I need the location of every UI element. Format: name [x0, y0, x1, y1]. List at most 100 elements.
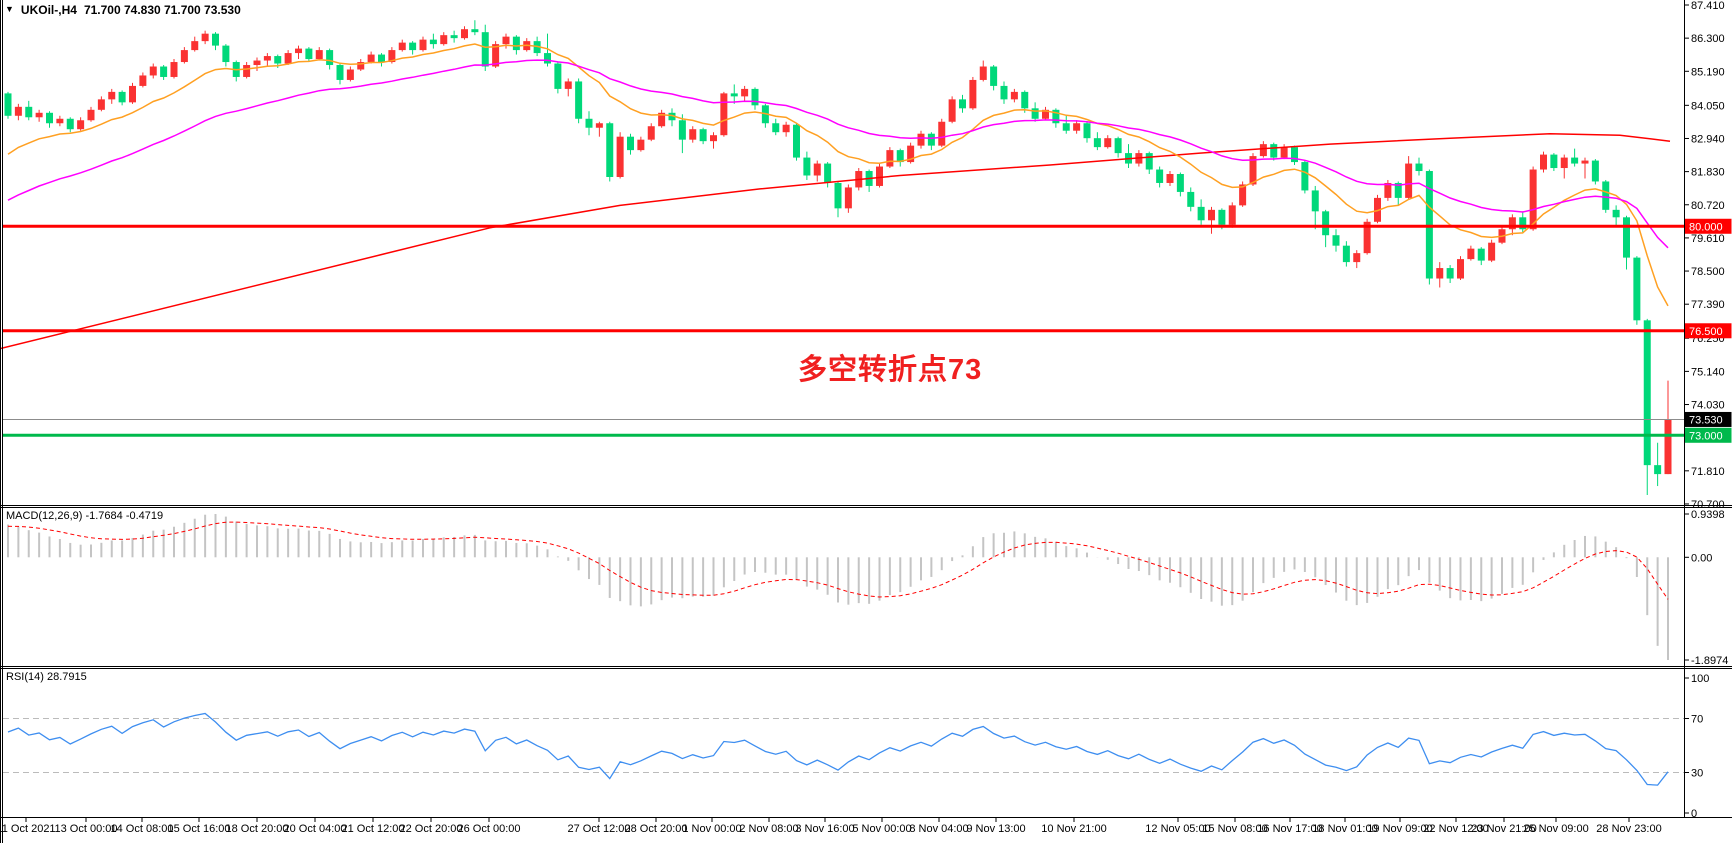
- candle-body: [295, 48, 302, 54]
- rsi-line: [7, 712, 1669, 786]
- candle-body: [1415, 163, 1423, 172]
- candle-body: [668, 112, 676, 121]
- candle-body: [1291, 147, 1298, 163]
- candle-body: [25, 106, 33, 118]
- candle-body: [585, 118, 593, 128]
- horizontal-levels-layer: [3, 224, 1684, 437]
- time-axis-label: 15 Oct 16:00: [168, 823, 231, 835]
- symbol-header[interactable]: ▼ UKOil-,H4 71.700 74.830 71.700 73.530: [5, 3, 241, 17]
- time-axis-label: 10 Nov 21:00: [1041, 823, 1106, 835]
- candle-body: [346, 69, 354, 80]
- price-badge-label: 73.530: [1689, 414, 1723, 426]
- candle-body: [284, 53, 292, 64]
- candle-body: [419, 39, 427, 51]
- candle-body: [1488, 242, 1496, 261]
- candle-body: [824, 163, 832, 183]
- price-axis-label: 85.190: [1691, 66, 1725, 78]
- candle-body: [741, 88, 749, 97]
- candle-body: [1249, 156, 1257, 185]
- candle-body: [461, 29, 468, 39]
- candle-body: [1571, 157, 1579, 164]
- candle-body: [315, 50, 323, 60]
- candle-body: [927, 133, 935, 146]
- price-axis-label: 79.610: [1691, 233, 1725, 245]
- candle-body: [357, 62, 365, 70]
- candle-body: [1591, 160, 1599, 182]
- candle-body: [1259, 144, 1267, 157]
- candle-body: [1052, 109, 1060, 124]
- candle-body: [1581, 160, 1589, 164]
- time-axis-label: 22 Nov 12:00: [1423, 823, 1488, 835]
- candle-body: [4, 93, 12, 116]
- candle-body: [1114, 138, 1122, 154]
- candle-body: [1477, 248, 1485, 261]
- candle-body: [917, 133, 925, 146]
- candle-body: [637, 139, 645, 151]
- price-axis-label: 75.140: [1691, 366, 1725, 378]
- candle-body: [1301, 162, 1309, 191]
- candle-body: [1353, 253, 1361, 263]
- candle-body: [606, 123, 614, 177]
- candle-body: [367, 54, 375, 63]
- candle-body: [66, 118, 74, 130]
- candle-body: [512, 36, 520, 51]
- candle-body: [834, 182, 842, 209]
- candle-body: [720, 93, 728, 136]
- candle-body: [1332, 235, 1340, 246]
- price-axis-label: 77.390: [1691, 299, 1725, 311]
- candle-body: [429, 39, 437, 45]
- candle-body: [149, 66, 157, 76]
- candle-body: [46, 112, 53, 124]
- price-axis-label: 87.410: [1691, 0, 1725, 12]
- candle-body: [1010, 91, 1018, 100]
- candle-body: [772, 123, 780, 133]
- candle-body: [564, 81, 572, 89]
- candle-body: [803, 157, 811, 176]
- candle-body: [1093, 138, 1101, 148]
- price-badge-label: 73.000: [1689, 430, 1723, 442]
- candle-body: [710, 135, 717, 142]
- time-axis-label: 18 Oct 20:00: [226, 823, 289, 835]
- candle-body: [1623, 217, 1630, 258]
- candle-body: [1197, 206, 1205, 221]
- candles-layer: [4, 20, 1672, 496]
- candle-body: [1187, 191, 1195, 207]
- candle-body: [886, 150, 894, 167]
- candle-body: [35, 112, 43, 118]
- candle-body: [1643, 320, 1651, 466]
- candle-body: [1467, 248, 1475, 260]
- candle-body: [1664, 419, 1672, 475]
- price-badge: [1684, 218, 1732, 234]
- candle-body: [844, 187, 852, 209]
- time-axis-label: 15 Nov 08:00: [1202, 823, 1267, 835]
- candle-body: [813, 163, 821, 176]
- candle-body: [212, 33, 219, 46]
- candle-body: [979, 66, 987, 80]
- candle-body: [1073, 123, 1081, 131]
- candle-body: [1166, 174, 1174, 183]
- candle-body: [1104, 138, 1112, 148]
- candle-body: [730, 93, 738, 97]
- price-badges: 80.000 76.500 73.000 73.530: [1684, 218, 1732, 443]
- rsi-axis-label: 70: [1691, 714, 1703, 726]
- candle-body: [990, 66, 998, 86]
- candle-body: [1529, 169, 1537, 230]
- macd-indicator-label: MACD(12,26,9) -1.7684 -0.4719: [6, 510, 164, 522]
- chart-annotation-text[interactable]: 多空转折点73: [798, 354, 983, 386]
- time-axis-label: 5 Nov 00:00: [852, 823, 911, 835]
- moving-averages-layer: [0, 43, 1671, 350]
- candle-body: [1342, 245, 1350, 263]
- candle-body: [1218, 209, 1226, 225]
- candle-body: [1083, 123, 1091, 139]
- candle-body: [87, 109, 95, 121]
- candle-body: [1602, 181, 1610, 210]
- symbol-title: UKOil-,H4: [20, 3, 77, 17]
- candle-body: [378, 54, 385, 63]
- macd-signal-line: [7, 521, 1669, 600]
- candle-body: [129, 85, 136, 103]
- candle-body: [326, 50, 334, 66]
